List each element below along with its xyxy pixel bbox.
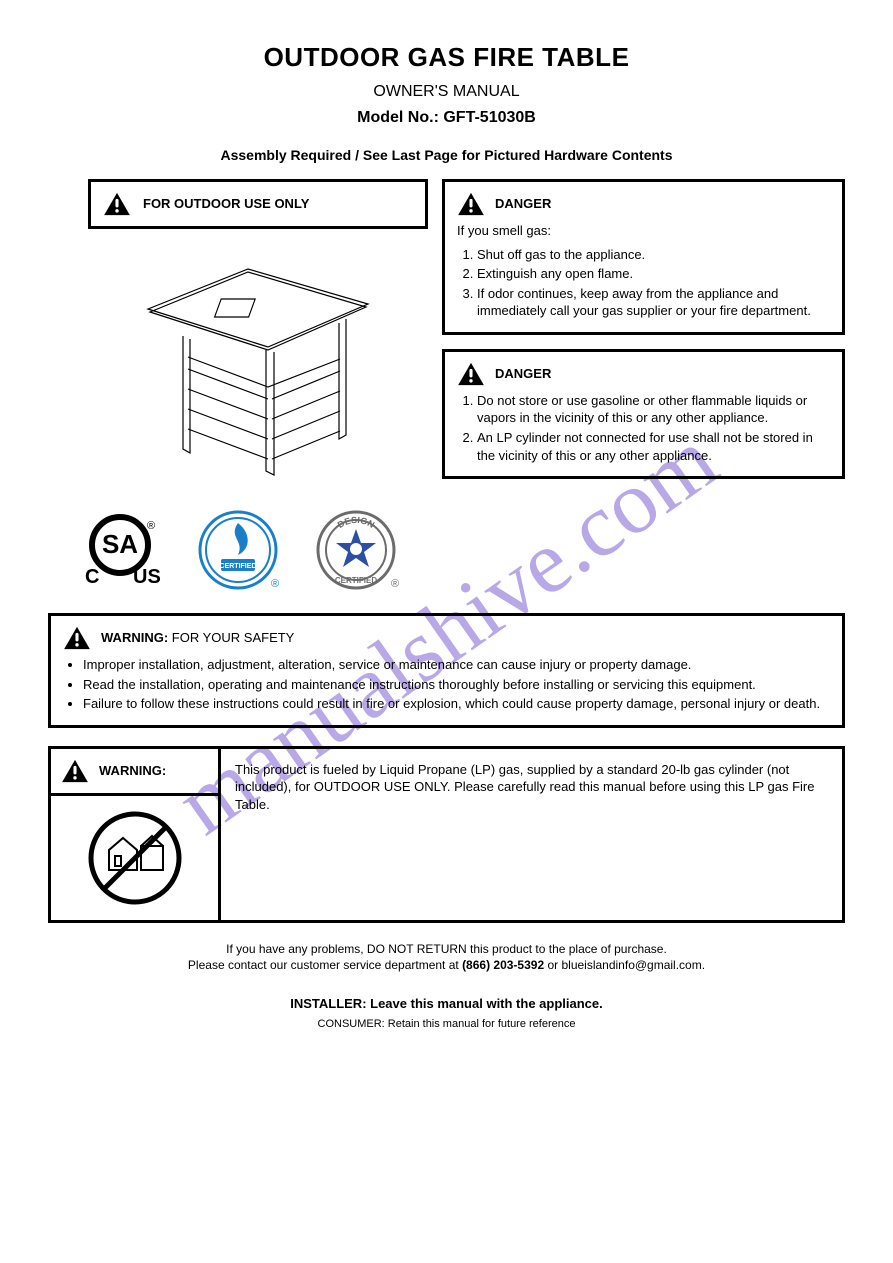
warning-heading: WARNING: <box>101 630 168 645</box>
alert-triangle-icon <box>457 362 485 386</box>
danger2-list: Do not store or use gasoline or other fl… <box>477 392 830 464</box>
list-item: Read the installation, operating and mai… <box>83 676 830 694</box>
list-item: An LP cylinder not connected for use sha… <box>477 429 830 464</box>
footer: INSTALLER: Leave this manual with the ap… <box>48 995 845 1031</box>
danger1-heading: DANGER <box>495 195 551 213</box>
cert-row: SA C US ® CERTIFIED ® <box>75 505 401 595</box>
design-cert-icon: DESIGN CERTIFIED ® <box>311 505 401 595</box>
assembly-badge: Assembly Required / See Last Page for Pi… <box>48 146 845 165</box>
alert-triangle-icon <box>63 626 91 650</box>
list-item: Extinguish any open flame. <box>477 265 830 283</box>
assist-suffix: or blueislandinfo@gmail.com. <box>547 958 705 972</box>
svg-text:US: US <box>133 566 161 588</box>
product-image-area: SA C US ® CERTIFIED ® <box>48 239 428 595</box>
svg-text:DESIGN: DESIGN <box>336 515 377 530</box>
page-container: OUTDOOR GAS FIRE TABLE OWNER'S MANUAL Mo… <box>0 0 893 1062</box>
svg-text:SA: SA <box>102 529 138 559</box>
svg-text:®: ® <box>271 578 279 590</box>
warning-box: WARNING: FOR YOUR SAFETY Improper instal… <box>48 613 845 728</box>
outdoor-use-label: FOR OUTDOOR USE ONLY <box>143 195 309 213</box>
fire-table-illustration <box>88 239 388 499</box>
outdoor-warn-text: This product is fueled by Liquid Propane… <box>221 749 842 920</box>
danger-box-2: DANGER Do not store or use gasoline or o… <box>442 349 845 479</box>
page-subtitle: OWNER'S MANUAL <box>48 81 845 103</box>
svg-text:®: ® <box>391 578 399 590</box>
footer-main: INSTALLER: Leave this manual with the ap… <box>48 995 845 1013</box>
list-item: Shut off gas to the appliance. <box>477 246 830 264</box>
svg-text:®: ® <box>147 520 155 532</box>
footer-sub: CONSUMER: Retain this manual for future … <box>48 1017 845 1032</box>
outdoor-use-box: FOR OUTDOOR USE ONLY <box>88 179 428 229</box>
danger-box-1: DANGER If you smell gas: Shut off gas to… <box>442 179 845 335</box>
no-indoor-use-icon <box>87 810 183 906</box>
assist-phone: (866) 203-5392 <box>462 958 544 972</box>
danger1-list: Shut off gas to the appliance. Extinguis… <box>477 246 830 320</box>
csa-cert-icon: SA C US ® <box>75 505 165 595</box>
svg-text:C: C <box>85 566 99 588</box>
outdoor-warn-heading: WARNING: <box>99 762 166 780</box>
page-title: OUTDOOR GAS FIRE TABLE <box>48 40 845 75</box>
alert-triangle-icon <box>457 192 485 216</box>
assist-prefix: Please contact our customer service depa… <box>188 958 462 972</box>
assist-line1: If you have any problems, DO NOT RETURN … <box>48 941 845 957</box>
svg-text:CERTIFIED: CERTIFIED <box>220 563 257 570</box>
danger1-intro: If you smell gas: <box>457 222 830 240</box>
danger2-heading: DANGER <box>495 365 551 383</box>
list-item: Improper installation, adjustment, alter… <box>83 656 830 674</box>
outdoor-warning-split: WARNING: This product is fueled by Liqui… <box>48 746 845 923</box>
flame-cert-icon: CERTIFIED ® <box>193 505 283 595</box>
alert-triangle-icon <box>61 759 89 783</box>
assist-block: If you have any problems, DO NOT RETURN … <box>48 941 845 973</box>
model-number: Model No.: GFT-51030B <box>48 107 845 129</box>
alert-triangle-icon <box>103 192 131 216</box>
list-item: Do not store or use gasoline or other fl… <box>477 392 830 427</box>
warning-list: Improper installation, adjustment, alter… <box>83 656 830 713</box>
warning-sub: FOR YOUR SAFETY <box>172 630 295 645</box>
list-item: Failure to follow these instructions cou… <box>83 695 830 713</box>
svg-text:CERTIFIED: CERTIFIED <box>335 576 377 585</box>
list-item: If odor continues, keep away from the ap… <box>477 285 830 320</box>
